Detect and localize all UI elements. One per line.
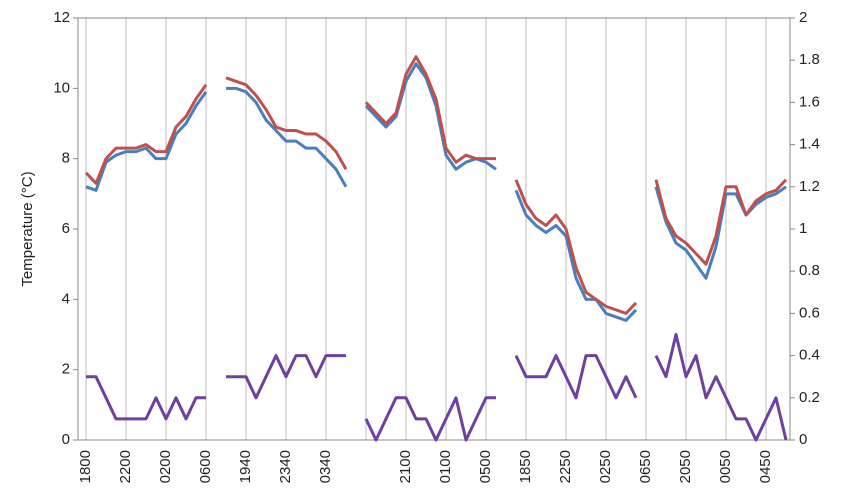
x-tick-label: 0200 <box>157 450 174 483</box>
x-tick-label: 2250 <box>557 450 574 483</box>
x-tick-label: 0100 <box>437 450 454 483</box>
y2-tick-label: 1 <box>799 220 807 237</box>
y-axis-label: Temperature (°C) <box>19 171 36 286</box>
series-line <box>84 55 788 315</box>
x-tick-label: 0340 <box>317 450 334 483</box>
x-tick-label: 2200 <box>117 450 134 483</box>
x-tick-label: 0650 <box>637 450 654 483</box>
y2-tick-label: 1.6 <box>799 93 820 110</box>
y2-tick-label: 0.6 <box>799 304 820 321</box>
x-tick-label: 0250 <box>597 450 614 483</box>
y-tick-label: 2 <box>62 361 70 378</box>
x-tick-label: 2050 <box>677 450 694 483</box>
y2-tick-label: 1.2 <box>799 178 820 195</box>
x-tick-label: 1800 <box>77 450 94 483</box>
y2-tick-label: 1.8 <box>799 51 820 68</box>
series-line <box>85 62 787 322</box>
x-tick-label: 1850 <box>517 450 534 483</box>
x-tick-label: 0050 <box>717 450 734 483</box>
x-tick-label: 2100 <box>397 450 414 483</box>
y2-tick-label: 0.4 <box>799 347 820 364</box>
y-tick-label: 10 <box>53 79 70 96</box>
y-tick-label: 12 <box>53 9 70 26</box>
y2-tick-label: 0.8 <box>799 262 820 279</box>
y-tick-label: 6 <box>62 220 70 237</box>
x-tick-label: 2340 <box>277 450 294 483</box>
y2-tick-label: 2 <box>799 9 807 26</box>
y-tick-label: 8 <box>62 150 70 167</box>
y2-tick-label: 0.2 <box>799 389 820 406</box>
y2-tick-label: 1.4 <box>799 136 820 153</box>
x-tick-label: 0500 <box>477 450 494 483</box>
x-tick-label: 1940 <box>237 450 254 483</box>
x-tick-label: 0450 <box>757 450 774 483</box>
y-tick-label: 0 <box>62 431 70 448</box>
y2-tick-label: 0 <box>799 431 807 448</box>
series-line <box>86 333 788 442</box>
x-tick-label: 0600 <box>197 450 214 483</box>
y-tick-label: 4 <box>62 290 70 307</box>
